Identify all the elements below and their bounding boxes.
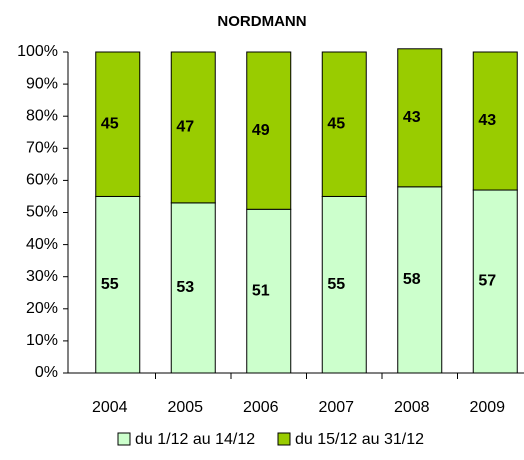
data-label: 47: [176, 119, 194, 136]
y-tick-label: 90%: [26, 75, 58, 92]
data-label: 55: [327, 276, 345, 293]
data-label: 53: [176, 279, 194, 296]
y-tick-label: 60%: [26, 172, 58, 189]
x-tick-label: 2004: [92, 399, 128, 416]
y-tick-label: 100%: [17, 43, 58, 60]
x-tick-label: 2006: [243, 399, 279, 416]
y-tick-label: 40%: [26, 236, 58, 253]
y-tick-label: 70%: [26, 140, 58, 157]
x-tick-label: 2008: [394, 399, 430, 416]
bar-segment: [170, 51, 216, 204]
x-tick-label: 2009: [469, 399, 505, 416]
data-label: 51: [252, 282, 270, 299]
y-tick-label: 10%: [26, 332, 58, 349]
data-label: 49: [252, 122, 270, 139]
y-tick-label: 30%: [26, 268, 58, 285]
bar-segment: [321, 51, 367, 197]
legend-label: du 15/12 au 31/12: [295, 431, 424, 448]
legend-swatch: [277, 432, 291, 446]
x-tick-label: 2005: [167, 399, 203, 416]
legend-label: du 1/12 au 14/12: [135, 431, 255, 448]
bar-segment: [170, 202, 216, 374]
bar-segment: [95, 195, 141, 374]
bar-segment: [246, 51, 292, 210]
bar-segment: [397, 186, 443, 374]
bar-segment: [397, 48, 443, 188]
data-label: 55: [101, 276, 119, 293]
data-label: 43: [403, 109, 421, 126]
data-label: 57: [478, 273, 496, 290]
bar-segment: [472, 189, 518, 374]
y-tick-label: 20%: [26, 300, 58, 317]
bar-segment: [472, 51, 518, 191]
data-label: 43: [478, 112, 496, 129]
y-tick-label: 50%: [26, 204, 58, 221]
legend-swatch: [117, 432, 131, 446]
y-tick-label: 0%: [35, 364, 58, 381]
bar-segment: [95, 51, 141, 197]
chart-title: NORDMANN: [217, 13, 306, 30]
data-label: 58: [403, 271, 421, 288]
y-tick-label: 80%: [26, 107, 58, 124]
data-label: 45: [327, 115, 345, 132]
x-tick-label: 2007: [318, 399, 354, 416]
bar-segment: [246, 208, 292, 374]
data-label: 45: [101, 115, 119, 132]
